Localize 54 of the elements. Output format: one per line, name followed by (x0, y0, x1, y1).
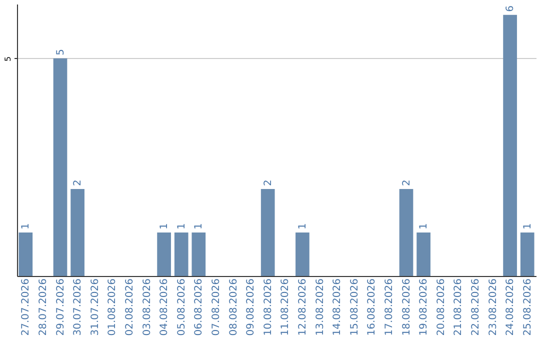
bar (520, 232, 534, 276)
x-tick-label: 05.08.2026 (176, 278, 188, 336)
x-tick-label: 31.07.2026 (90, 278, 101, 336)
data-label: 5 (55, 49, 66, 56)
data-label: 1 (418, 223, 430, 230)
x-tick-label: 07.08.2026 (210, 278, 222, 336)
data-label: 2 (72, 180, 84, 186)
bar (296, 232, 310, 276)
x-tick-label: 28.07.2026 (38, 278, 49, 336)
bar (399, 188, 414, 276)
x-tick-label: 13.08.2026 (314, 278, 326, 336)
data-label: 2 (262, 180, 274, 186)
x-tick-label: 10.08.2026 (262, 278, 274, 336)
x-tick-label: 08.08.2026 (228, 278, 240, 336)
x-tick-label: 09.08.2026 (246, 278, 257, 336)
data-label: 1 (194, 223, 205, 230)
x-tick-label: 14.08.2026 (332, 278, 344, 336)
x-tick-label: 23.08.2026 (488, 278, 499, 336)
data-label: 1 (522, 223, 534, 230)
bar (416, 232, 430, 276)
bar (192, 232, 206, 276)
x-tick-label: 27.07.2026 (20, 278, 32, 336)
x-tick-label: 06.08.2026 (194, 278, 205, 336)
bar (260, 188, 275, 276)
x-tick-label: 11.08.2026 (280, 278, 292, 336)
x-tick-label: 01.08.2026 (107, 278, 118, 336)
bar (174, 232, 188, 276)
bar (53, 58, 68, 276)
data-label: 2 (401, 180, 412, 186)
data-label: 1 (159, 223, 170, 230)
x-tick-label: 16.08.2026 (366, 278, 378, 336)
x-tick-label: 02.08.2026 (124, 278, 136, 336)
x-tick-label: 17.08.2026 (384, 278, 395, 336)
x-tick-label: 15.08.2026 (349, 278, 360, 336)
x-tick-label: 30.07.2026 (72, 278, 84, 336)
data-label: 1 (176, 223, 188, 230)
data-label: 6 (505, 6, 516, 12)
x-tick-label: 24.08.2026 (505, 278, 516, 336)
x-tick-label: 03.08.2026 (142, 278, 153, 336)
data-label: 1 (20, 223, 32, 230)
bar (70, 188, 84, 276)
x-tick-label: 19.08.2026 (418, 278, 430, 336)
bar (18, 232, 33, 276)
x-tick-label: 20.08.2026 (436, 278, 447, 336)
bar (157, 232, 171, 276)
x-tick-label: 25.08.2026 (522, 278, 534, 336)
x-tick-label: 12.08.2026 (297, 278, 308, 336)
bar (503, 14, 517, 276)
x-tick-label: 22.08.2026 (470, 278, 482, 336)
x-tick-label: 18.08.2026 (401, 278, 412, 336)
x-tick-label: 21.08.2026 (453, 278, 464, 336)
data-label: 1 (297, 223, 308, 230)
x-tick-label: 29.07.2026 (55, 278, 66, 336)
x-tick-label: 04.08.2026 (159, 278, 170, 336)
